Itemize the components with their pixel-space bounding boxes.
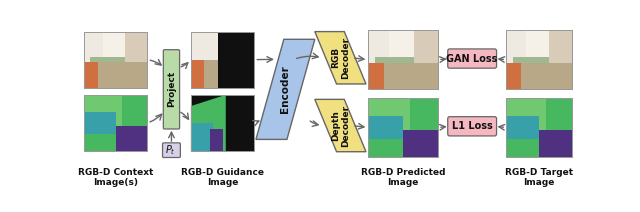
Bar xyxy=(368,98,410,133)
Bar xyxy=(513,57,549,69)
Text: L1 Loss: L1 Loss xyxy=(452,121,493,131)
Bar xyxy=(368,30,438,89)
FancyBboxPatch shape xyxy=(163,143,180,158)
Bar xyxy=(90,57,125,68)
FancyBboxPatch shape xyxy=(163,50,180,129)
Text: Encoder: Encoder xyxy=(280,66,291,113)
Bar xyxy=(506,98,572,157)
Text: $P_t$: $P_t$ xyxy=(165,143,176,157)
Text: RGB-D Context
Image(s): RGB-D Context Image(s) xyxy=(78,168,154,187)
Bar xyxy=(84,32,125,63)
Bar xyxy=(191,32,218,60)
Bar xyxy=(506,30,572,89)
Text: Project: Project xyxy=(167,71,176,107)
Polygon shape xyxy=(256,39,315,139)
Polygon shape xyxy=(191,95,226,151)
Bar xyxy=(84,32,147,88)
Text: RGB-D Target
Image: RGB-D Target Image xyxy=(505,168,573,187)
Bar xyxy=(506,63,521,89)
Bar xyxy=(191,32,254,88)
Bar xyxy=(389,30,413,57)
Bar xyxy=(191,123,213,151)
Bar xyxy=(403,130,438,157)
Bar xyxy=(506,98,572,157)
Bar xyxy=(84,95,147,151)
Bar xyxy=(368,116,403,139)
Polygon shape xyxy=(315,32,366,84)
Bar xyxy=(191,60,204,88)
Text: Depth
Decoder: Depth Decoder xyxy=(331,105,350,147)
Bar xyxy=(368,98,438,157)
Bar xyxy=(84,112,116,134)
Bar xyxy=(521,63,572,89)
Bar xyxy=(103,32,125,57)
Bar xyxy=(368,63,383,89)
Bar xyxy=(98,63,147,88)
Bar xyxy=(526,30,549,57)
Bar xyxy=(84,95,147,151)
Bar xyxy=(368,30,438,89)
Bar xyxy=(84,32,147,88)
Bar xyxy=(191,95,254,151)
Bar xyxy=(210,128,223,151)
Polygon shape xyxy=(315,99,366,152)
FancyBboxPatch shape xyxy=(448,49,497,68)
Bar xyxy=(191,32,218,88)
Bar xyxy=(116,126,147,151)
Bar xyxy=(506,30,549,63)
Bar xyxy=(368,98,438,157)
Bar xyxy=(506,30,572,89)
Bar xyxy=(84,95,122,128)
Bar xyxy=(84,63,98,88)
Bar xyxy=(375,57,413,69)
Text: RGB-D Guidance
Image: RGB-D Guidance Image xyxy=(181,168,264,187)
FancyBboxPatch shape xyxy=(448,117,497,136)
Bar xyxy=(383,63,438,89)
Text: RGB
Decoder: RGB Decoder xyxy=(331,37,350,79)
Text: GAN Loss: GAN Loss xyxy=(447,54,498,64)
Bar xyxy=(506,98,546,133)
Bar xyxy=(506,116,539,139)
Text: RGB-D Predicted
Image: RGB-D Predicted Image xyxy=(361,168,445,187)
Bar xyxy=(204,60,218,88)
Bar xyxy=(368,30,413,63)
Bar xyxy=(191,32,254,88)
Bar xyxy=(191,95,254,151)
Bar xyxy=(539,130,572,157)
